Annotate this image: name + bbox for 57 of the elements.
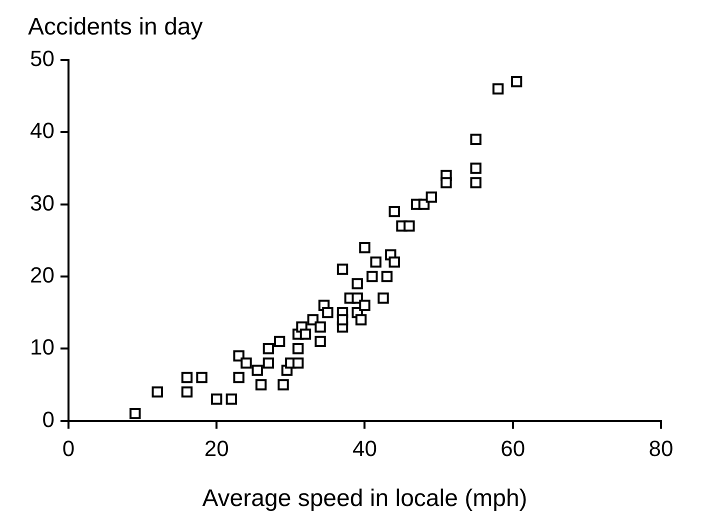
point	[314, 336, 326, 348]
y-tick-label: 0	[42, 406, 54, 432]
x-tick-label: 0	[62, 436, 75, 462]
point	[388, 206, 400, 218]
point	[314, 321, 326, 333]
point	[336, 314, 348, 326]
point	[366, 270, 378, 282]
point	[233, 350, 244, 362]
point	[226, 394, 238, 405]
point	[359, 242, 370, 254]
point	[359, 300, 370, 311]
point	[470, 134, 482, 145]
point	[388, 256, 400, 268]
point	[181, 386, 193, 398]
point	[274, 336, 286, 348]
point	[278, 379, 289, 390]
y-tick-label: 40	[30, 118, 54, 144]
point	[322, 306, 334, 318]
x-axis-title: Average speed in locale (mph)	[202, 485, 528, 512]
y-tick-label: 20	[30, 262, 54, 288]
x-tick-label: 60	[500, 436, 526, 462]
point	[196, 372, 208, 384]
point	[470, 177, 482, 188]
point	[181, 372, 193, 384]
point	[255, 379, 267, 390]
point	[130, 408, 141, 420]
point	[378, 292, 389, 304]
point	[307, 314, 318, 326]
point	[292, 343, 304, 354]
x-tick-label: 80	[648, 436, 674, 462]
point	[418, 198, 430, 210]
y-axis-title: Accidents in day	[28, 14, 203, 41]
point	[240, 357, 252, 369]
point	[510, 76, 522, 88]
point	[426, 192, 437, 203]
point	[262, 357, 274, 369]
point	[404, 220, 415, 232]
point	[233, 372, 244, 384]
point	[470, 162, 482, 174]
point	[211, 394, 222, 405]
point	[440, 177, 452, 188]
point	[152, 386, 163, 398]
point	[352, 278, 363, 290]
point	[252, 364, 263, 376]
point	[492, 83, 504, 94]
point	[336, 264, 348, 275]
y-tick-label: 30	[30, 190, 54, 216]
point	[292, 357, 304, 369]
x-tick-label: 20	[204, 436, 229, 462]
y-tick-label: 50	[30, 46, 54, 72]
point	[262, 343, 274, 354]
x-tick-label: 40	[352, 436, 377, 462]
point	[355, 314, 367, 326]
point	[381, 270, 393, 282]
point	[300, 328, 312, 340]
point	[370, 256, 382, 268]
y-tick-label: 10	[30, 334, 54, 360]
